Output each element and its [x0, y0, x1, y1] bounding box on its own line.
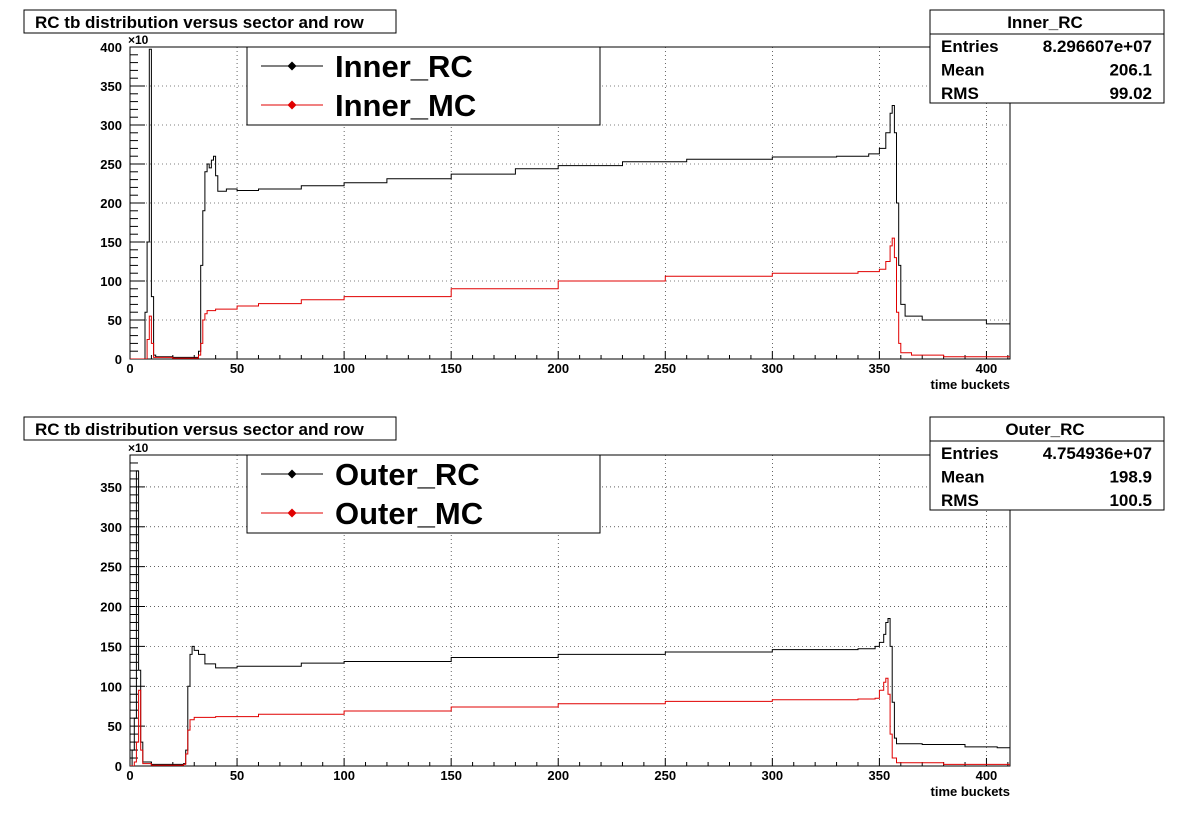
x-tick-label: 400: [976, 768, 998, 783]
series-line-outer-rc: [130, 470, 1010, 766]
x-tick-label: 150: [440, 768, 462, 783]
y-axis: 0 50 100 150 200 250 300 350 400 ×10: [100, 33, 148, 367]
y-tick-label: 200: [100, 196, 122, 211]
legend-marker: [287, 508, 297, 518]
legend: Inner_RC Inner_MC: [246, 46, 601, 126]
x-tick-label: 350: [869, 361, 891, 376]
legend-label: Inner_RC: [335, 49, 473, 84]
stats-row-label: Mean: [941, 468, 984, 487]
x-axis-label: time buckets: [931, 784, 1010, 799]
legend-frame: [246, 46, 601, 126]
chart-title: RC tb distribution versus sector and row: [35, 13, 364, 32]
series-line-inner-mc: [130, 237, 1010, 359]
legend-label: Outer_MC: [335, 496, 483, 531]
x-tick-label: 350: [869, 768, 891, 783]
legend-marker: [287, 469, 297, 479]
x-tick-label: 300: [761, 768, 783, 783]
stats-row-label: RMS: [941, 491, 979, 510]
chart-title-box: RC tb distribution versus sector and row: [23, 416, 397, 441]
stats-row-value: 198.9: [1109, 468, 1152, 487]
y-tick-label: 0: [115, 352, 122, 367]
y-axis: 0 50 100 150 200 250 300 350 ×10: [100, 441, 148, 774]
y-tick-label: 300: [100, 520, 122, 535]
legend-marker: [287, 100, 297, 110]
title-frame: [23, 416, 397, 441]
legend-label: Outer_RC: [335, 457, 480, 492]
x-tick-label: 0: [126, 768, 133, 783]
y-multiplier-label: ×10: [128, 33, 149, 47]
stats-row-label: Entries: [941, 444, 999, 463]
y-tick-label: 350: [100, 480, 122, 495]
stats-box: Outer_RC Entries 4.754936e+07 Mean 198.9 RMS 1…: [929, 416, 1165, 511]
x-tick-label: 100: [333, 768, 355, 783]
stats-frame: [929, 9, 1165, 104]
stats-box: Inner_RC Entries 8.296607e+07 Mean 206.1 RMS 9…: [929, 9, 1165, 104]
chart-title: RC tb distribution versus sector and row: [35, 420, 364, 439]
y-tick-label: 300: [100, 118, 122, 133]
stats-title: Inner_RC: [1007, 13, 1083, 32]
stats-row-label: Mean: [941, 61, 984, 80]
y-tick-label: 0: [115, 759, 122, 774]
x-axis-label: time buckets: [931, 377, 1010, 392]
y-tick-label: 100: [100, 274, 122, 289]
stats-row-value: 206.1: [1109, 61, 1152, 80]
stats-frame: [929, 416, 1165, 511]
x-tick-label: 200: [547, 361, 569, 376]
stats-row-value: 4.754936e+07: [1043, 444, 1152, 463]
y-tick-label: 150: [100, 235, 122, 250]
y-tick-label: 150: [100, 639, 122, 654]
stats-row-value: 8.296607e+07: [1043, 37, 1152, 56]
series-line-outer-mc: [130, 677, 1010, 766]
legend: Outer_RC Outer_MC: [246, 454, 601, 534]
y-tick-label: 100: [100, 679, 122, 694]
title-frame: [23, 9, 397, 34]
legend-frame: [246, 454, 601, 534]
y-multiplier-label: ×10: [128, 441, 149, 455]
x-tick-label: 250: [654, 361, 676, 376]
y-tick-label: 50: [108, 719, 122, 734]
stats-row-value: 100.5: [1109, 491, 1152, 510]
stats-row-value: 99.02: [1109, 84, 1152, 103]
y-tick-label: 400: [100, 40, 122, 55]
x-tick-label: 50: [230, 768, 244, 783]
legend-marker: [287, 61, 297, 71]
y-tick-label: 250: [100, 560, 122, 575]
y-tick-label: 200: [100, 600, 122, 615]
x-tick-label: 0: [126, 361, 133, 376]
x-tick-label: 200: [547, 768, 569, 783]
stats-row-label: Entries: [941, 37, 999, 56]
x-tick-label: 300: [761, 361, 783, 376]
chart-title-box: RC tb distribution versus sector and row: [23, 9, 397, 34]
y-tick-label: 50: [108, 313, 122, 328]
stats-title: Outer_RC: [1005, 420, 1084, 439]
x-tick-label: 150: [440, 361, 462, 376]
stats-row-label: RMS: [941, 84, 979, 103]
y-tick-label: 250: [100, 157, 122, 172]
x-tick-label: 250: [654, 768, 676, 783]
x-tick-label: 100: [333, 361, 355, 376]
y-tick-label: 350: [100, 79, 122, 94]
x-tick-label: 50: [230, 361, 244, 376]
x-tick-label: 400: [976, 361, 998, 376]
legend-label: Inner_MC: [335, 88, 476, 123]
